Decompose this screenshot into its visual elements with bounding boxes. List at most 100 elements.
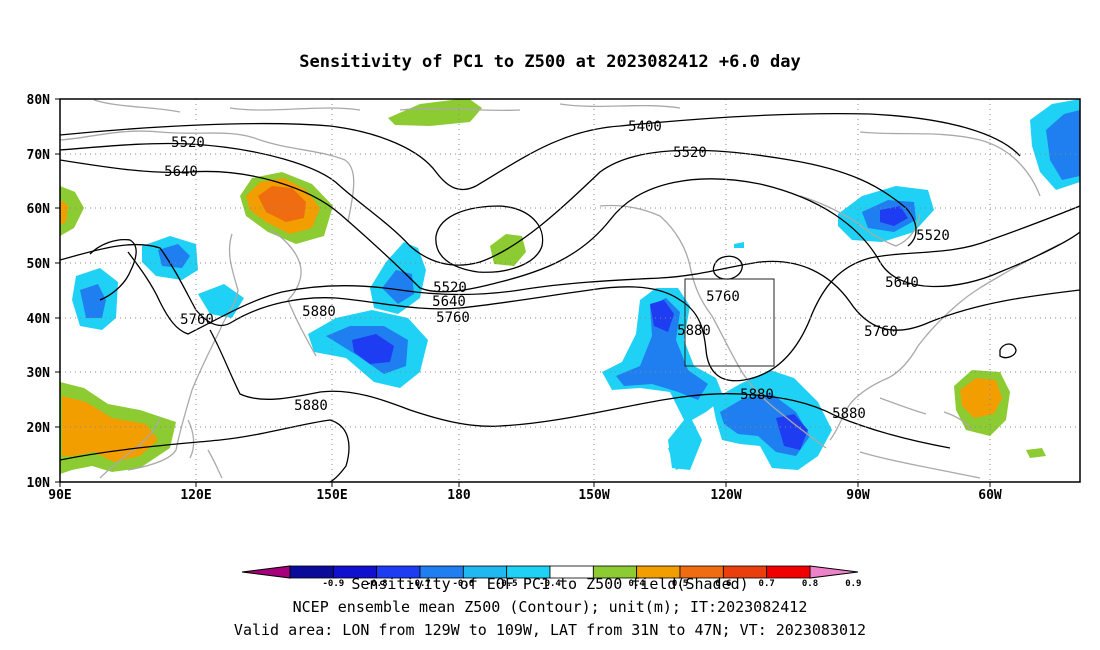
contour-5400 — [60, 112, 1021, 191]
shade-positive-atlantic-core — [960, 378, 1002, 418]
contour-label-group: 5400 5520 5520 5640 5640 5760 5520 5640 … — [164, 119, 950, 422]
colorbar-segment — [289, 565, 334, 579]
coast-kamchatka-japan — [269, 229, 317, 357]
shade-positive-bering — [490, 234, 526, 266]
shade-negative-japan — [198, 284, 244, 318]
map-frame — [59, 98, 1081, 483]
contour-5400-closed-low — [435, 205, 544, 273]
coast-siberia — [60, 130, 355, 223]
lon-label: 150E — [316, 488, 347, 503]
latitude-labels: 80N 70N 60N 50N 40N 30N 20N 10N — [27, 93, 51, 491]
colorbar-tick: 0.9 — [845, 579, 861, 589]
lon-label: 60W — [978, 488, 1002, 503]
colorbar-tick-labels: -0.9 -0.8 -0.7 -0.6 -0.5 -0.4 0.4 0.5 0.… — [322, 579, 861, 589]
map-area: 5400 5520 5520 5640 5640 5760 5520 5640 … — [60, 99, 1080, 482]
colorbar-tick: -0.8 — [366, 579, 388, 589]
valid-area-box — [684, 278, 775, 367]
coast-arctic — [93, 99, 681, 113]
contour-label: 5400 — [628, 119, 662, 135]
shade-negative-small-2 — [734, 242, 744, 248]
coast-hudson-greenland — [799, 131, 1041, 247]
contour-5880-main — [209, 329, 951, 449]
z500-contours — [60, 112, 1080, 482]
shade-positive-seasia-core — [62, 396, 158, 462]
colorbar-right-arrow — [809, 565, 859, 579]
colorbar-tick: 0.8 — [802, 579, 818, 589]
contour-closed-small-2 — [999, 343, 1017, 359]
colorbar-left-arrow — [241, 565, 291, 579]
caption-shaded-field: Sensitivity of EOF PC1 to Z500 field(Sha… — [351, 575, 748, 593]
contour-label: 5760 — [864, 324, 898, 340]
colorbar-segments — [289, 565, 811, 579]
coast-south-america — [859, 451, 981, 479]
colorbar-tick: 0.4 — [629, 579, 646, 589]
contour-5640-north — [60, 159, 1080, 293]
contour-label: 5880 — [294, 398, 328, 414]
contour-label: 5880 — [677, 323, 711, 339]
shade-negative-mexico-core — [776, 414, 808, 450]
contour-label: 5640 — [885, 275, 919, 291]
axis-ticks — [55, 98, 991, 487]
contour-label: 5760 — [180, 312, 214, 328]
contour-label: 5520 — [171, 135, 205, 151]
colorbar: -0.9 -0.8 -0.7 -0.6 -0.5 -0.4 0.4 0.5 0.… — [241, 565, 861, 589]
contour-label: 5760 — [436, 310, 470, 326]
lat-label: 20N — [27, 421, 51, 436]
shade-positive-kamchatka-core — [258, 186, 306, 222]
shade-negative-asia-core — [80, 284, 106, 318]
shade-negative-aleutian-core — [382, 270, 414, 304]
lat-label: 30N — [27, 366, 51, 381]
lon-label: 90W — [846, 488, 870, 503]
contour-5880-south — [60, 419, 350, 482]
shade-positive-west-edge — [60, 186, 84, 236]
coastlines — [60, 99, 1061, 479]
lat-label: 80N — [27, 93, 51, 108]
contour-closed-small-1 — [712, 255, 743, 280]
shaded-regions — [60, 99, 1080, 474]
colorbar-tick: 0.5 — [672, 579, 688, 589]
longitude-labels: 90E 120E 150E 180 150W 120W 90W 60W — [48, 488, 1002, 503]
shade-positive-caribbean — [1026, 448, 1046, 458]
contour-5760-main — [127, 251, 1080, 335]
grid-lines — [60, 99, 1080, 482]
coast-philippines — [187, 419, 223, 479]
shade-negative-canada-core — [880, 206, 908, 226]
coast-cuba — [879, 397, 973, 431]
lat-label: 60N — [27, 202, 51, 217]
coast-north-america-west — [599, 204, 827, 449]
shade-negative-greenland-mid — [1046, 110, 1080, 180]
contour-west-wiggle — [89, 238, 137, 301]
caption-contour-field: NCEP ensemble mean Z500 (Contour); unit(… — [293, 598, 808, 616]
colorbar-tick: 0.6 — [715, 579, 731, 589]
lat-label: 40N — [27, 312, 51, 327]
shade-negative-north-asia-core — [158, 244, 190, 268]
shade-positive-west-edge-core — [60, 200, 68, 225]
lat-label: 10N — [27, 476, 51, 491]
lon-label: 180 — [447, 488, 471, 503]
contour-label: 5640 — [164, 164, 198, 180]
lat-label: 70N — [27, 148, 51, 163]
contour-label: 5640 — [432, 294, 466, 310]
contour-label: 5880 — [832, 406, 866, 422]
lon-label: 90E — [48, 488, 71, 503]
contour-label: 5880 — [302, 304, 336, 320]
colorbar-tick: -0.4 — [539, 579, 561, 589]
figure-title: Sensitivity of PC1 to Z500 at 2023082412… — [299, 52, 801, 72]
shade-negative-small-1 — [668, 446, 690, 470]
colorbar-tick: -0.9 — [322, 579, 344, 589]
shade-negative-central-pacific-core — [352, 334, 394, 364]
shade-negative-east-pacific-core — [650, 300, 674, 332]
lon-label: 150W — [578, 488, 609, 503]
contour-5520-north — [60, 142, 917, 266]
colorbar-tick: -0.6 — [452, 579, 474, 589]
shade-negative-east-pacific-mid — [616, 298, 708, 400]
contour-5640-south — [60, 205, 1080, 382]
contour-label: 5880 — [740, 387, 774, 403]
colorbar-segment — [766, 565, 811, 579]
lat-label: 50N — [27, 257, 51, 272]
contour-label: 5760 — [706, 289, 740, 305]
contour-label: 5520 — [916, 228, 950, 244]
coast-east-asia — [127, 233, 239, 471]
caption-valid-area: Valid area: LON from 129W to 109W, LAT f… — [234, 621, 866, 639]
